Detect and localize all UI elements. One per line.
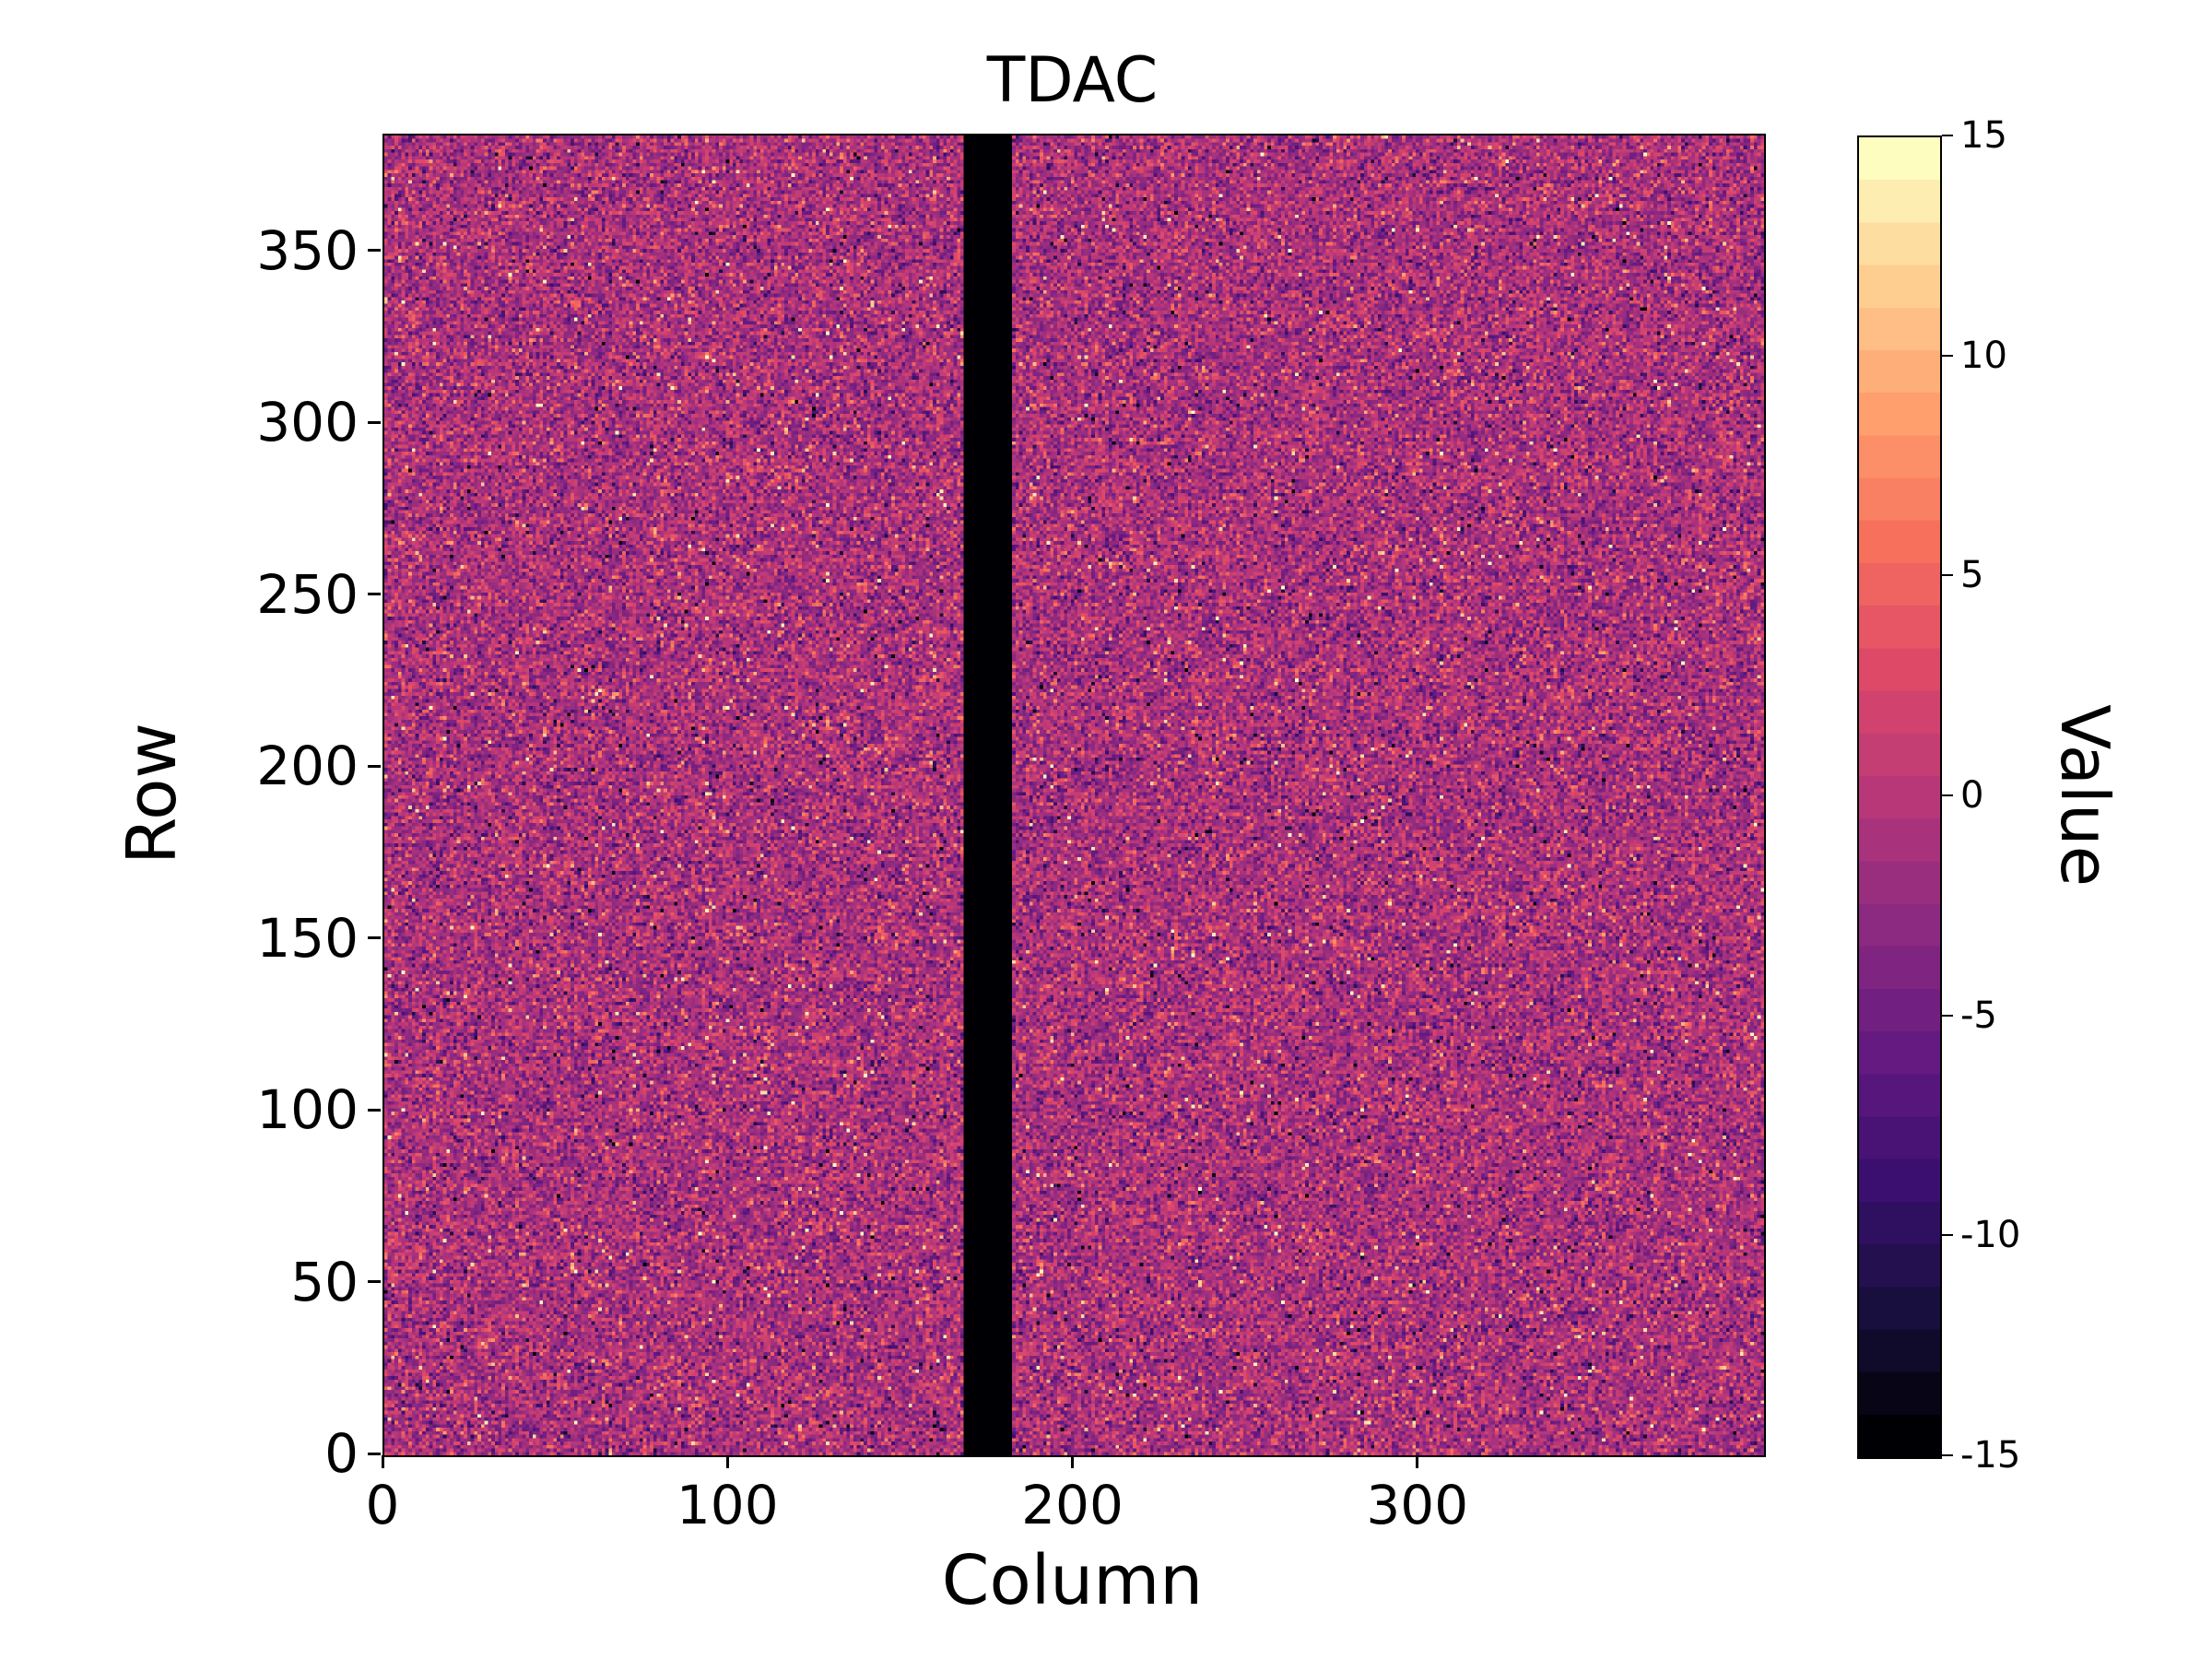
y-tick-label: 150: [256, 906, 359, 970]
heatmap-canvas: [384, 135, 1764, 1455]
colorbar-tick-mark: [1942, 354, 1953, 357]
colorbar-tick-label: -15: [1960, 1434, 2021, 1477]
chart-title: TDAC: [986, 44, 1159, 117]
y-tick-mark: [368, 1452, 381, 1455]
x-axis-label: Column: [941, 1541, 1204, 1620]
colorbar-tick-mark: [1942, 794, 1953, 796]
colorbar-tick-label: 5: [1960, 554, 1984, 597]
x-tick-mark: [1416, 1455, 1419, 1468]
x-tick-label: 200: [1021, 1474, 1124, 1536]
colorbar-tick-mark: [1942, 1014, 1953, 1017]
y-tick-mark: [368, 764, 381, 768]
y-tick-label: 350: [256, 218, 359, 282]
colorbar-tick-label: 10: [1960, 334, 2007, 377]
colorbar-tick-mark: [1942, 1234, 1953, 1237]
x-tick-mark: [1071, 1455, 1074, 1468]
x-tick-label: 0: [365, 1474, 400, 1536]
y-tick-mark: [368, 249, 381, 253]
y-tick-label: 250: [256, 562, 359, 626]
y-tick-label: 50: [290, 1250, 359, 1313]
y-tick-mark: [368, 936, 381, 940]
x-tick-mark: [381, 1455, 384, 1468]
y-tick-label: 100: [256, 1078, 359, 1142]
colorbar-tick-label: 15: [1960, 114, 2007, 157]
y-tick-mark: [368, 1108, 381, 1112]
colorbar-tick-mark: [1942, 135, 1953, 136]
y-axis-label: Row: [112, 723, 192, 865]
y-tick-label: 300: [256, 391, 359, 454]
x-tick-label: 300: [1366, 1474, 1469, 1536]
colorbar-tick-label: -10: [1960, 1214, 2021, 1257]
colorbar-tick-mark: [1942, 574, 1953, 577]
colorbar-tick-label: 0: [1960, 774, 1984, 817]
y-tick-mark: [368, 420, 381, 424]
colorbar-canvas: [1857, 135, 1942, 1459]
plot-area: [382, 134, 1766, 1457]
y-tick-label: 200: [256, 735, 359, 798]
y-tick-label: 0: [324, 1422, 359, 1485]
colorbar-tick-mark: [1942, 1454, 1953, 1456]
colorbar-label: Value: [2046, 704, 2124, 887]
colorbar-tick-label: -5: [1960, 994, 1997, 1037]
x-tick-label: 100: [676, 1474, 779, 1536]
y-tick-mark: [368, 1280, 381, 1284]
x-tick-mark: [725, 1455, 729, 1468]
y-tick-mark: [368, 593, 381, 596]
